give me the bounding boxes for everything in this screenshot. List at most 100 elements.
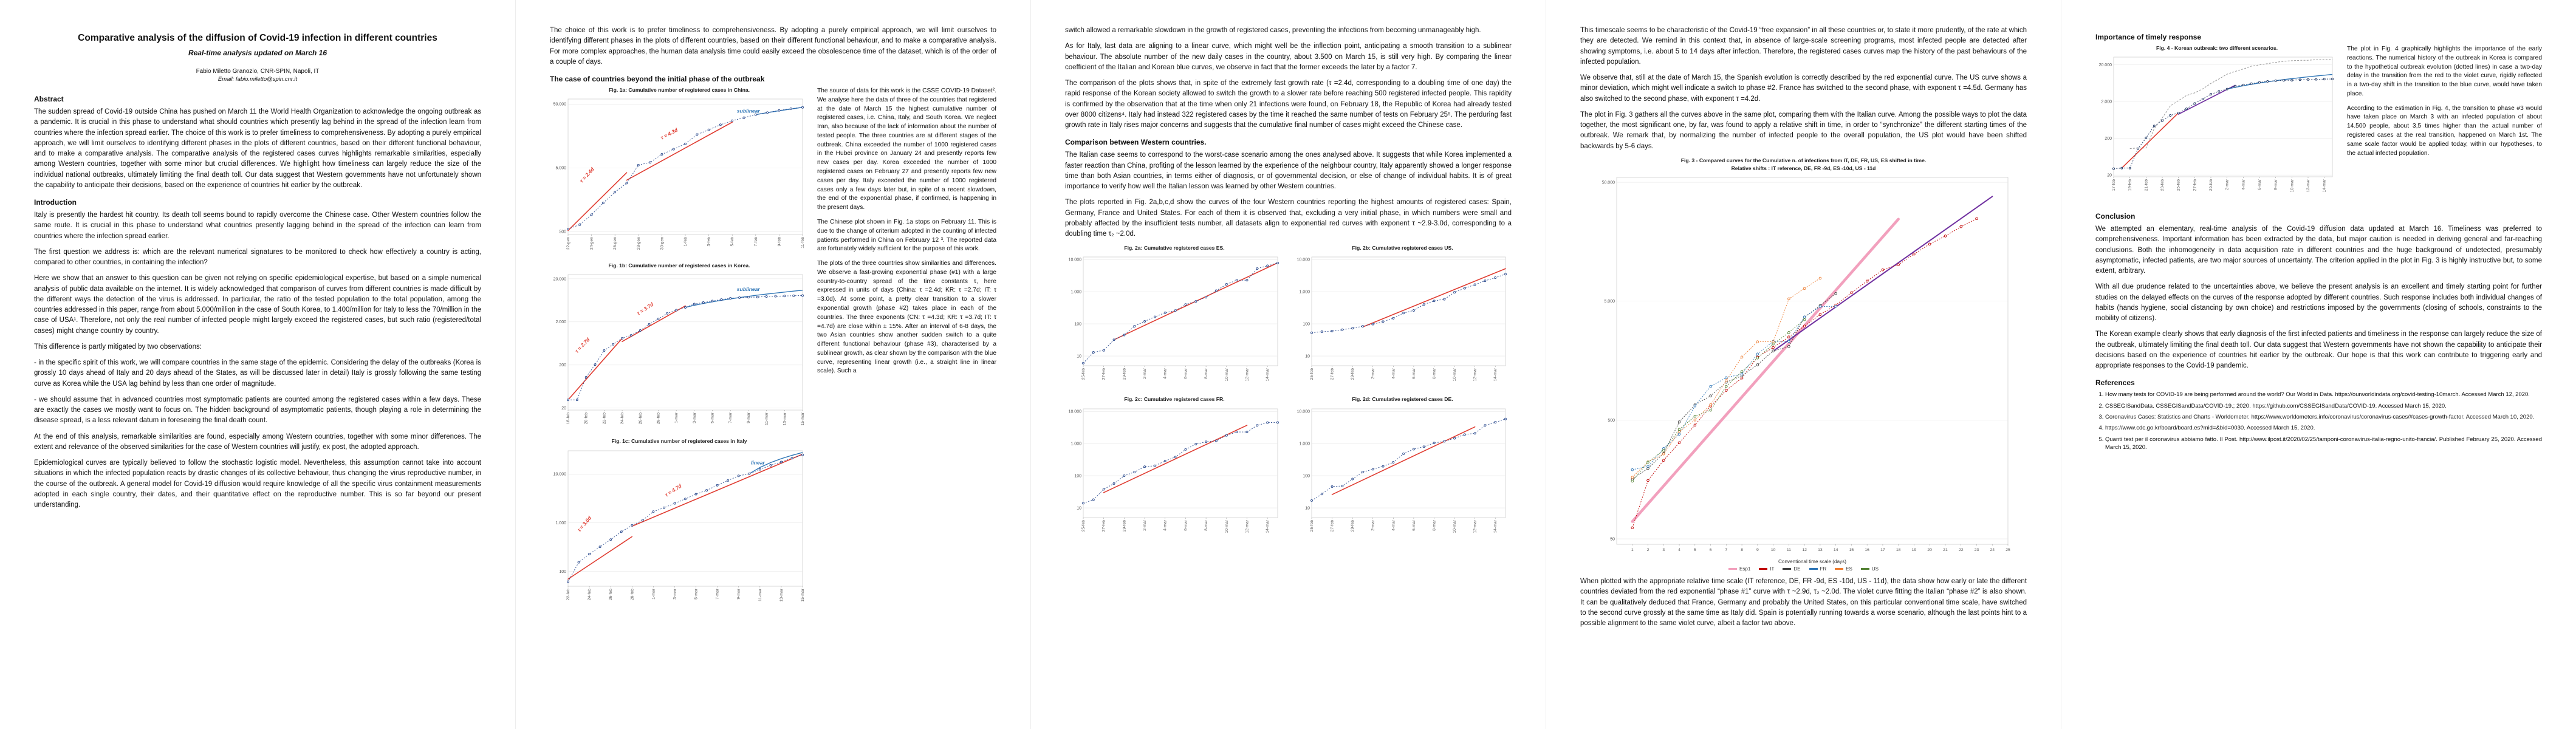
svg-text:10.000: 10.000 [1297, 409, 1310, 414]
svg-text:17: 17 [1880, 548, 1885, 552]
svg-text:Conventional time scale (days): Conventional time scale (days) [1778, 559, 1846, 564]
page-4: This timescale seems to be characteristi… [1546, 0, 2061, 729]
svg-text:11-feb: 11-feb [801, 237, 805, 248]
figure-2c-caption: Fig. 2c: Cumulative registered cases FR. [1124, 396, 1225, 403]
svg-text:2-mar: 2-mar [1143, 519, 1147, 530]
svg-text:2-mar: 2-mar [1371, 519, 1375, 530]
svg-text:15-mar: 15-mar [801, 588, 805, 601]
svg-text:10: 10 [1770, 548, 1775, 552]
svg-text:14-mar: 14-mar [1493, 519, 1498, 533]
svg-text:100: 100 [1074, 323, 1081, 327]
svg-text:1.000: 1.000 [1299, 290, 1310, 295]
svg-text:24-gen: 24-gen [590, 237, 594, 250]
intro-paragraph: Epidemiological curves are typically bel… [34, 459, 481, 508]
svg-text:20: 20 [1927, 548, 1932, 552]
svg-text:20.000: 20.000 [553, 278, 567, 282]
legend-swatch [1835, 568, 1844, 570]
svg-text:5.000: 5.000 [1604, 299, 1615, 304]
chart-china-cumulative: 500 5.000 50.000 22-gen 24-gen 26-gen 28-gen 30… [550, 95, 809, 256]
page-3: switch allowed a remarkable slowdown in … [1030, 0, 1546, 729]
svg-text:29-feb: 29-feb [1122, 368, 1126, 380]
figure-2-grid: Fig. 2a: Cumulative registered cases ES.… [1065, 245, 1512, 545]
svg-text:9-feb: 9-feb [777, 237, 781, 247]
svg-text:5-mar: 5-mar [711, 412, 715, 423]
page5-columns: Fig. 4 - Korean outbreak: two different … [2095, 45, 2542, 205]
intro-paragraph: Italy is presently the hardest hit count… [34, 211, 481, 240]
svg-text:8-mar: 8-mar [1432, 368, 1436, 379]
intro-bullet: - in the specific spirit of this work, w… [34, 359, 481, 388]
intro-bullet: - we should assume that in advanced coun… [34, 395, 481, 425]
svg-text:10-mar: 10-mar [1453, 368, 1457, 382]
svg-text:25-feb: 25-feb [2177, 179, 2181, 191]
svg-text:10-mar: 10-mar [1225, 519, 1229, 533]
svg-text:28-gen: 28-gen [637, 237, 641, 250]
chart-germany-cumulative: 10 100 1.000 10.000 25-feb 27-feb 29-feb 2-mar 4… [1293, 405, 1512, 539]
figure-4-column: Fig. 4 - Korean outbreak: two different … [2095, 45, 2338, 205]
figure-1b: Fig. 1b: Cumulative number of registered… [550, 262, 809, 432]
svg-text:6: 6 [1709, 548, 1711, 552]
figure-1c-caption: Fig. 1c: Cumulative number of registered… [611, 438, 747, 445]
svg-text:29-feb: 29-feb [1351, 368, 1355, 380]
svg-text:1.000: 1.000 [555, 521, 566, 525]
author-email: Email: fabio.miletto@spin.cnr.it [218, 76, 298, 83]
paper-title: Comparative analysis of the diffusion of… [78, 33, 437, 43]
svg-text:11: 11 [1786, 548, 1790, 552]
svg-text:14-mar: 14-mar [1493, 368, 1498, 382]
svg-text:30-gen: 30-gen [660, 237, 664, 250]
svg-text:100: 100 [1074, 474, 1081, 478]
svg-text:100: 100 [559, 570, 566, 574]
svg-text:10: 10 [1305, 355, 1310, 359]
figure-3-caption-line2: Relative shifts : IT reference, DE, FR -… [1731, 165, 1876, 171]
legend-item-it: IT [1759, 566, 1774, 572]
svg-text:12-mar: 12-mar [1473, 368, 1478, 382]
svg-text:4-mar: 4-mar [1391, 368, 1396, 379]
figure-1a: Fig. 1a: Cumulative number of registered… [550, 87, 809, 256]
paper-subtitle: Real-time analysis updated on March 16 [188, 49, 327, 57]
svg-text:27-feb: 27-feb [1102, 368, 1106, 380]
intro-paragraph: Here we show that an answer to this ques… [34, 275, 481, 335]
svg-text:17-feb: 17-feb [2112, 179, 2116, 191]
legend-swatch [1728, 568, 1738, 570]
svg-text:50: 50 [1610, 538, 1615, 542]
svg-text:24: 24 [1990, 548, 1995, 552]
figure-3: Fig. 3 - Compared curves for the Cumulat… [1594, 157, 2014, 572]
svg-text:19-feb: 19-feb [2128, 179, 2132, 191]
svg-text:22-feb: 22-feb [602, 412, 606, 424]
svg-text:6-mar: 6-mar [1184, 368, 1188, 379]
references-heading: References [2095, 378, 2135, 388]
legend-swatch [1783, 568, 1792, 570]
svg-text:25-feb: 25-feb [1081, 519, 1086, 531]
fig3-paragraph: The plot in Fig. 3 gathers all the curve… [1580, 111, 2027, 150]
svg-text:10.000: 10.000 [553, 472, 567, 476]
svg-text:12-mar: 12-mar [1245, 368, 1249, 382]
conclusion-heading: Conclusion [2095, 212, 2136, 221]
svg-text:11-mar: 11-mar [765, 412, 769, 426]
conclusion-paragraph: The Korean example clearly shows that ea… [2095, 330, 2542, 370]
legend-item-esp1: Esp1 [1728, 566, 1750, 572]
svg-text:8: 8 [1741, 548, 1743, 552]
svg-text:10.000: 10.000 [1069, 258, 1082, 262]
chart-france-cumulative: 10 100 1.000 10.000 25-feb 27-feb 29-feb 2-mar 4… [1065, 405, 1284, 539]
fig3-bottom-paragraph: When plotted with the appropriate relati… [1580, 578, 2027, 628]
svg-text:27-feb: 27-feb [1331, 368, 1335, 380]
svg-text:5-mar: 5-mar [694, 588, 699, 599]
svg-text:8-mar: 8-mar [1432, 519, 1436, 530]
page2-columns: Fig. 1a: Cumulative number of registered… [550, 87, 996, 614]
svg-text:7: 7 [1725, 548, 1727, 552]
svg-text:9: 9 [1756, 548, 1758, 552]
svg-text:20: 20 [2107, 174, 2112, 178]
svg-text:15-mar: 15-mar [801, 412, 805, 426]
svg-text:3-mar: 3-mar [693, 412, 697, 423]
svg-text:9-mar: 9-mar [747, 412, 751, 423]
western-cont-paragraph: As for Italy, last data are aligning to … [1065, 43, 1512, 71]
intro-paragraph: This difference is partly mitigated by t… [34, 343, 202, 351]
svg-text:1.000: 1.000 [1070, 442, 1081, 446]
svg-text:20: 20 [561, 406, 566, 411]
svg-text:sublinear: sublinear [737, 286, 760, 292]
svg-text:25: 25 [2006, 548, 2010, 552]
western-cont-paragraph: The comparison of the plots shows that, … [1065, 80, 1512, 129]
svg-text:20.000: 20.000 [2099, 63, 2112, 67]
countries-paragraph: The plots of the three countries show si… [817, 260, 996, 375]
references-list: How many tests for COVID-19 are being pe… [2095, 391, 2542, 451]
figure-4: Fig. 4 - Korean outbreak: two different … [2095, 45, 2338, 199]
